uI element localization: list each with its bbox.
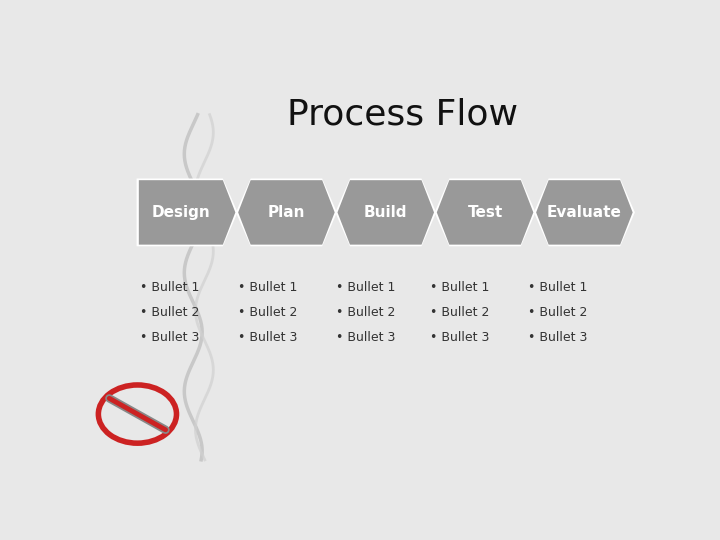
Text: • Bullet 3: • Bullet 3: [431, 330, 490, 343]
Text: • Bullet 3: • Bullet 3: [528, 330, 588, 343]
Polygon shape: [139, 180, 235, 245]
Text: • Bullet 2: • Bullet 2: [528, 306, 588, 319]
Text: Design: Design: [151, 205, 210, 220]
Text: • Bullet 3: • Bullet 3: [238, 330, 297, 343]
Text: • Bullet 2: • Bullet 2: [431, 306, 490, 319]
Polygon shape: [336, 179, 436, 246]
Polygon shape: [437, 180, 534, 245]
Polygon shape: [435, 179, 536, 246]
Text: • Bullet 2: • Bullet 2: [336, 306, 395, 319]
Text: • Bullet 1: • Bullet 1: [528, 281, 588, 294]
Text: • Bullet 1: • Bullet 1: [431, 281, 490, 294]
Text: • Bullet 1: • Bullet 1: [140, 281, 199, 294]
Polygon shape: [338, 180, 434, 245]
Text: • Bullet 2: • Bullet 2: [238, 306, 297, 319]
Polygon shape: [536, 180, 633, 245]
Polygon shape: [137, 179, 238, 246]
Polygon shape: [534, 179, 635, 246]
Text: Plan: Plan: [268, 205, 305, 220]
Text: Evaluate: Evaluate: [547, 205, 622, 220]
Text: • Bullet 1: • Bullet 1: [336, 281, 395, 294]
Text: • Bullet 1: • Bullet 1: [238, 281, 297, 294]
Text: Process Flow: Process Flow: [287, 98, 518, 132]
Polygon shape: [238, 180, 335, 245]
Text: • Bullet 3: • Bullet 3: [336, 330, 395, 343]
Text: • Bullet 2: • Bullet 2: [140, 306, 199, 319]
Text: Test: Test: [467, 205, 503, 220]
Polygon shape: [236, 179, 337, 246]
Text: Build: Build: [364, 205, 408, 220]
Text: • Bullet 3: • Bullet 3: [140, 330, 199, 343]
